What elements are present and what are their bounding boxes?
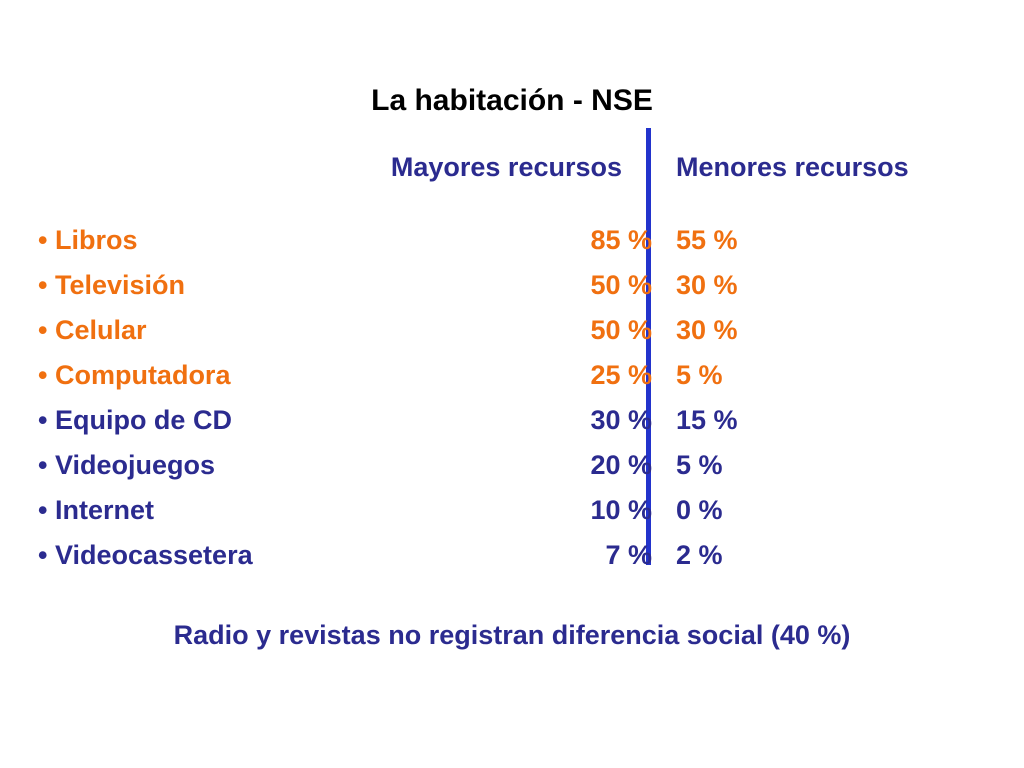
value-mayores: 30 % xyxy=(590,405,652,435)
value-mayores: 25 % xyxy=(590,360,652,390)
value-menores: 2 % xyxy=(676,540,723,570)
list-item: • Computadora 25 % 5 % xyxy=(38,357,998,402)
list-item: • Televisión 50 % 30 % xyxy=(38,267,998,312)
column-header-menores: Menores recursos xyxy=(676,152,909,182)
list-item: • Equipo de CD 30 % 15 % xyxy=(38,402,998,447)
list-item: • Videojuegos 20 % 5 % xyxy=(38,447,998,492)
column-header-mayores: Mayores recursos xyxy=(390,152,622,182)
item-label: • Videojuegos xyxy=(38,450,215,480)
value-menores: 0 % xyxy=(676,495,723,525)
comparison-list: • Libros 85 % 55 % • Televisión 50 % 30 % • Ce… xyxy=(38,222,998,582)
value-menores: 55 % xyxy=(676,225,738,255)
item-label: • Computadora xyxy=(38,360,231,390)
value-menores: 30 % xyxy=(676,315,738,345)
slide-title: La habitación - NSE xyxy=(371,84,653,117)
item-label: • Televisión xyxy=(38,270,185,300)
column-divider xyxy=(646,128,651,565)
list-item: • Videocassetera 7 % 2 % xyxy=(38,537,998,582)
value-mayores: 7 % xyxy=(605,540,652,570)
value-mayores: 85 % xyxy=(590,225,652,255)
item-label: • Videocassetera xyxy=(38,540,253,570)
list-item: • Celular 50 % 30 % xyxy=(38,312,998,357)
list-item: • Libros 85 % 55 % xyxy=(38,222,998,267)
value-mayores: 50 % xyxy=(590,270,652,300)
value-menores: 30 % xyxy=(676,270,738,300)
value-mayores: 10 % xyxy=(590,495,652,525)
footer-note: Radio y revistas no registran diferencia… xyxy=(173,620,851,650)
item-label: • Internet xyxy=(38,495,154,525)
value-menores: 5 % xyxy=(676,450,723,480)
item-label: • Equipo de CD xyxy=(38,405,232,435)
value-menores: 15 % xyxy=(676,405,738,435)
value-mayores: 20 % xyxy=(590,450,652,480)
item-label: • Libros xyxy=(38,225,138,255)
list-item: • Internet 10 % 0 % xyxy=(38,492,998,537)
item-label: • Celular xyxy=(38,315,147,345)
value-menores: 5 % xyxy=(676,360,723,390)
value-mayores: 50 % xyxy=(590,315,652,345)
